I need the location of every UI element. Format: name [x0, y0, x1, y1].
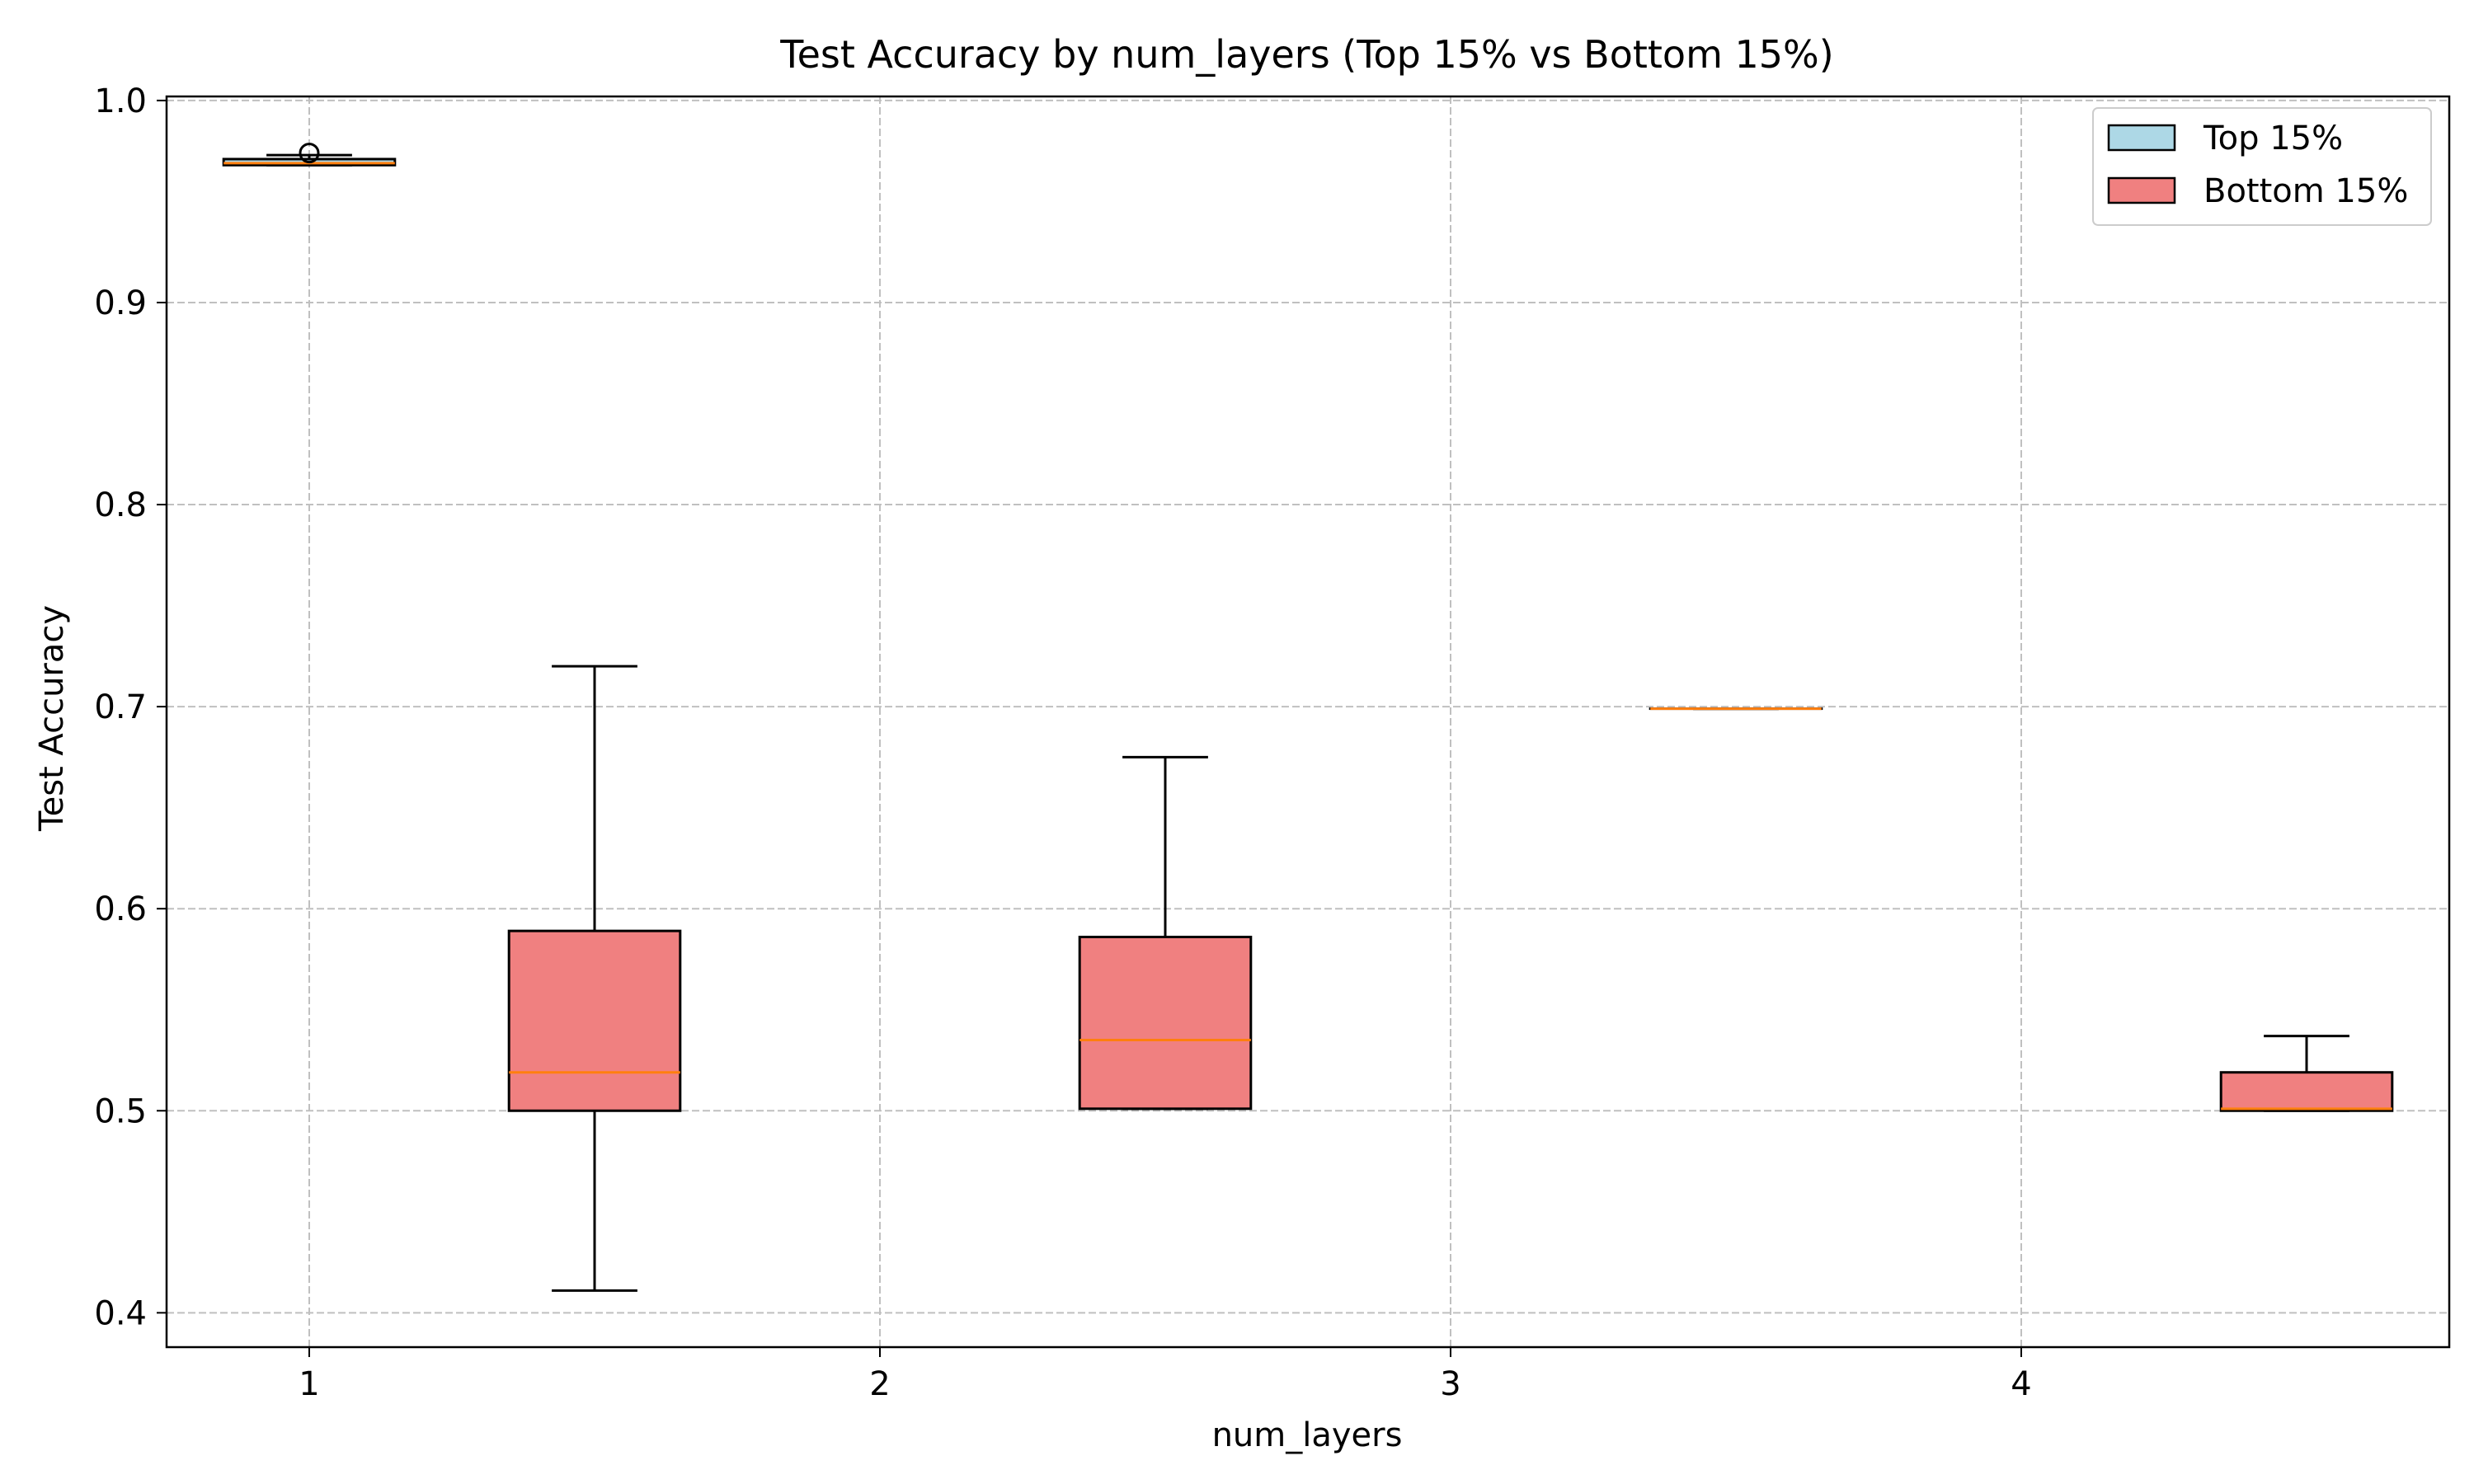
x-tick-label: 2	[869, 1365, 890, 1403]
box-bottom	[507, 665, 682, 1292]
legend-frame	[2092, 107, 2432, 226]
x-tick-label: 1	[299, 1365, 319, 1403]
legend: Top 15% Bottom 15%	[2092, 107, 2432, 226]
plot-area-frame	[165, 95, 2451, 1349]
legend-label-bottom: Bottom 15%	[2204, 172, 2408, 210]
y-axis-label: Test Accuracy	[33, 605, 71, 832]
x-tick-label: 3	[1440, 1365, 1460, 1403]
box-body	[1078, 936, 1253, 1111]
box-top	[222, 143, 397, 167]
boxes	[222, 143, 2394, 1292]
y-tick-label: 0.9	[94, 284, 147, 322]
legend-swatch-top	[2107, 124, 2176, 152]
box-bottom	[2219, 1035, 2394, 1112]
x-axis-label: num_layers	[1212, 1416, 1403, 1454]
outlier-point	[299, 143, 320, 164]
y-tick-label: 1.0	[94, 82, 147, 120]
grid	[167, 96, 2449, 1347]
legend-label-top: Top 15%	[2203, 120, 2343, 157]
ticks: 1 2 3 4 0.4 0.5 0.6 0.7 0.8 0.9 1.0	[94, 82, 2031, 1403]
chart-title: Test Accuracy by num_layers (Top 15% vs …	[779, 32, 1833, 77]
box-bottom	[1078, 755, 1253, 1111]
y-tick-label: 0.8	[94, 486, 147, 524]
x-tick-label: 4	[2011, 1365, 2031, 1403]
box-body	[507, 929, 682, 1112]
y-tick-label: 0.5	[94, 1092, 147, 1130]
box-body	[2219, 1071, 2394, 1112]
legend-swatch-bottom	[2107, 176, 2176, 204]
y-tick-label: 0.7	[94, 688, 147, 726]
y-tick-label: 0.4	[94, 1294, 147, 1332]
y-tick-label: 0.6	[94, 890, 147, 928]
